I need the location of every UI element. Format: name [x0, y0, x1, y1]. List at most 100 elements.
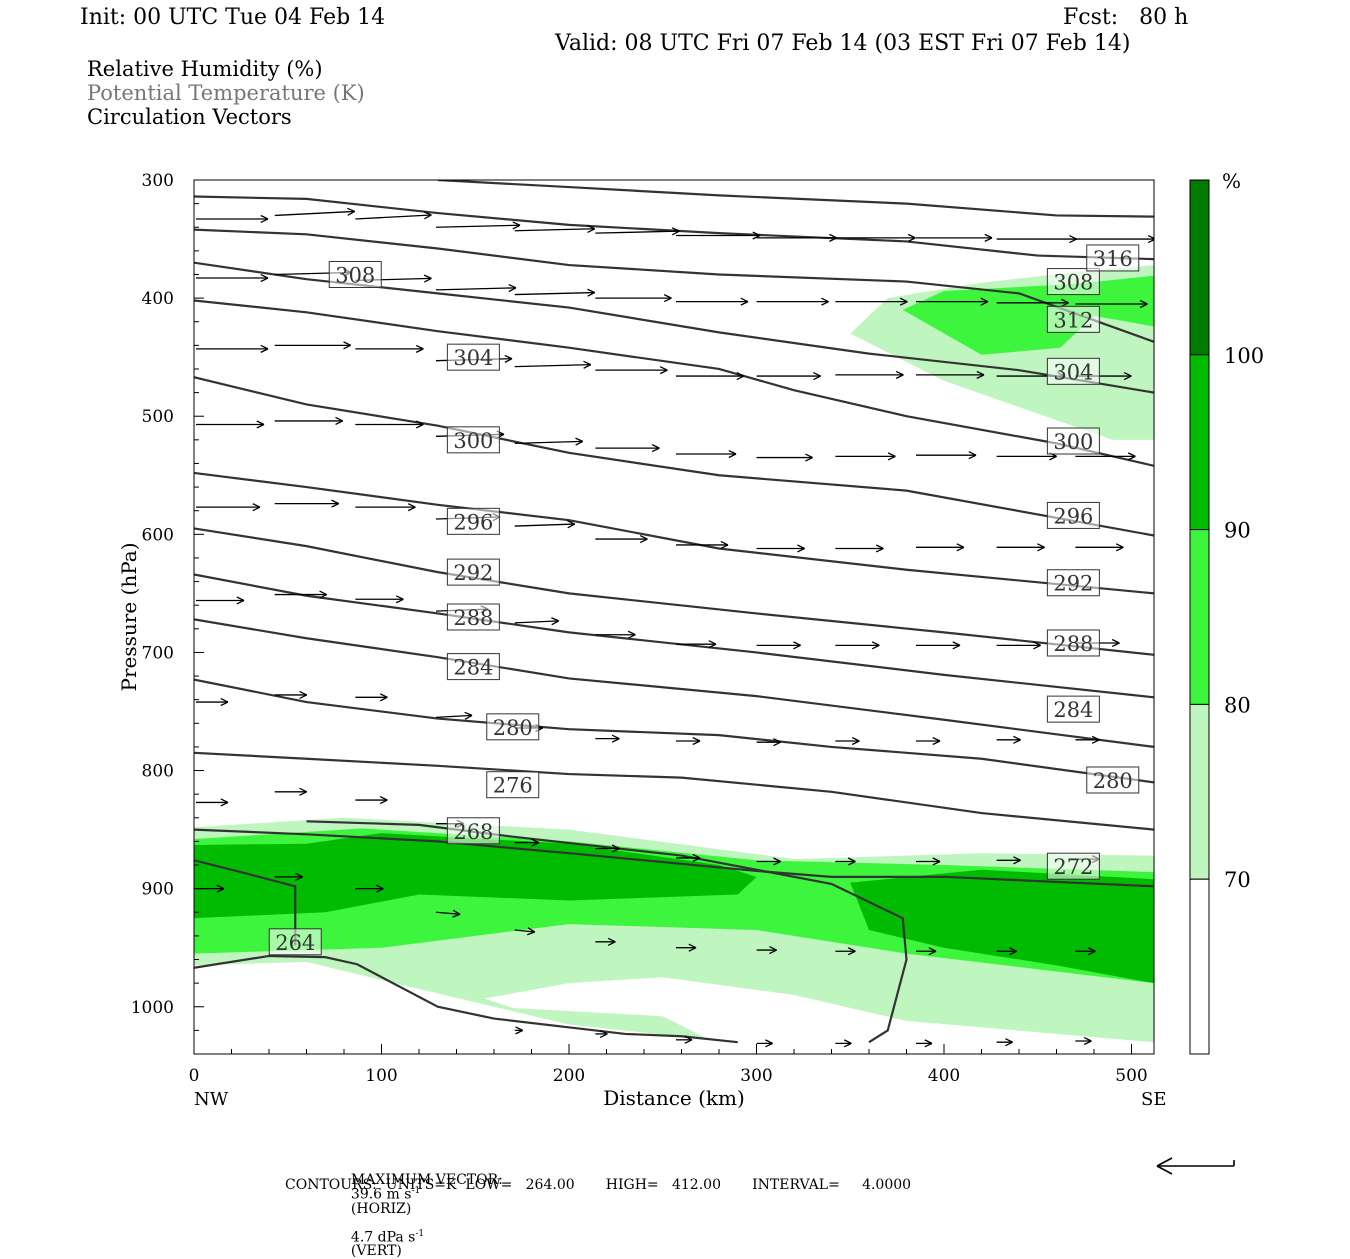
- colorbar-label-100: 100: [1224, 344, 1264, 368]
- circulation-vector-92: [835, 857, 856, 866]
- circulation-vector-82: [996, 735, 1021, 744]
- contour-label-300-0: 300: [453, 429, 493, 453]
- contour-label-276-0: 276: [493, 774, 533, 798]
- x-tick-label-0: 0: [189, 1066, 200, 1086]
- theta-contour-268b: [194, 828, 1154, 888]
- circulation-vector-37: [274, 416, 344, 426]
- circulation-vector-68: [835, 641, 880, 650]
- contour-label-box-304-0: [446, 343, 500, 371]
- colorbar-band-0: [1189, 179, 1210, 356]
- rh-fill-layer: [194, 265, 1154, 1043]
- circulation-vector-19: [756, 297, 829, 306]
- circulation-vector-77: [595, 734, 620, 743]
- vector-layer: [196, 207, 1154, 1048]
- circulation-vector-54: [676, 540, 729, 550]
- max-vector-line: MAXIMUM VECTOR: 39.6 m s-1 (HORIZ) 4.7 d…: [342, 1159, 503, 1258]
- y-tick-label-600: 600: [142, 525, 174, 545]
- circulation-vector-99: [435, 909, 461, 918]
- circulation-vector-33: [916, 370, 985, 379]
- circulation-vector-38: [355, 420, 424, 429]
- theta-contour-316: [194, 195, 1154, 261]
- circulation-vector-1: [274, 207, 356, 217]
- circulation-vector-44: [835, 452, 896, 461]
- circulation-vector-48: [196, 503, 261, 512]
- circulation-vector-0: [196, 214, 269, 224]
- y-tick-label-1000: 1000: [131, 998, 174, 1018]
- contour-label-312-0: 312: [1053, 308, 1093, 332]
- theta-contour-276: [194, 751, 1154, 831]
- rh-region-90-4: [194, 833, 757, 919]
- circulation-vector-103: [756, 945, 777, 955]
- legend-vectors: Circulation Vectors: [87, 105, 292, 129]
- y-axis-title: Pressure (hPa): [117, 543, 141, 692]
- init-time: Init: 00 UTC Tue 04 Feb 14: [80, 5, 386, 30]
- circulation-vector-24: [196, 344, 269, 353]
- circulation-vector-69: [916, 641, 961, 650]
- contour-label-308-1: 308: [1053, 271, 1093, 295]
- circulation-vector-74: [355, 693, 388, 702]
- circulation-vector-85: [274, 787, 308, 796]
- cross-section-chart: 264 268 272 276 280 280 284 284 288 288 292 292 296 2…: [117, 169, 1264, 1175]
- contour-label-300-1: 300: [1053, 430, 1093, 454]
- x-tick-label-500: 500: [1115, 1066, 1147, 1086]
- circulation-vector-3: [435, 221, 521, 230]
- circulation-vector-22: [996, 298, 1069, 307]
- contour-label-box-284-0: [446, 653, 500, 681]
- circulation-vector-12: [196, 273, 269, 283]
- circulation-vector-110: [676, 1035, 693, 1044]
- contour-label-box-304-1: [1046, 357, 1100, 385]
- contours-info: CONTOURS: UNITS=K LOW= 264.00 HIGH= 412.…: [285, 1177, 912, 1193]
- x-axis-title: Distance (km): [603, 1086, 745, 1110]
- theta-contour-300: [194, 376, 1154, 537]
- contour-label-288-1: 288: [1053, 632, 1093, 656]
- contour-label-292-0: 292: [453, 561, 493, 585]
- y-tick-label-500: 500: [142, 407, 174, 427]
- theta-contour-304: [194, 299, 1154, 467]
- contour-label-296-1: 296: [1053, 504, 1093, 528]
- contour-label-box-308-1: [1046, 268, 1100, 296]
- circulation-vector-15: [435, 283, 517, 293]
- circulation-vector-32: [835, 370, 904, 379]
- theta-contour-288: [194, 573, 1154, 699]
- contour-label-box-296-0: [446, 507, 500, 535]
- circulation-vector-61: [274, 590, 328, 599]
- circulation-vector-90: [676, 853, 701, 863]
- circulation-vector-21: [916, 297, 989, 306]
- circulation-vector-57: [916, 543, 965, 552]
- circulation-vector-30: [676, 371, 745, 381]
- circulation-vector-113: [916, 1039, 933, 1048]
- circulation-vector-36: [196, 420, 265, 429]
- circulation-vector-105: [916, 947, 937, 956]
- circulation-vector-93: [916, 857, 941, 866]
- axis-layer: 0 100 200 300 400 500 300 400 500 600 700 800 900 100…: [131, 171, 1148, 1086]
- circulation-vector-16: [514, 288, 596, 297]
- contour-label-layer: 264 268 272 276 280 280 284 284 288 288 292 292 296 2…: [268, 244, 1140, 956]
- circulation-vector-60: [196, 596, 245, 605]
- circulation-vector-98: [355, 884, 384, 893]
- horiz-exponent: -1: [411, 1186, 421, 1196]
- vert-tag: (VERT): [350, 1243, 402, 1259]
- circulation-vector-115: [1075, 1036, 1092, 1046]
- vert-exponent: -1: [415, 1228, 425, 1239]
- theta-contour-296: [194, 471, 1154, 595]
- max-vector-label: MAXIMUM VECTOR:: [350, 1172, 503, 1188]
- contour-label-296-0: 296: [453, 510, 493, 534]
- contour-label-308-0: 308: [335, 263, 375, 287]
- circulation-vector-65: [595, 630, 636, 639]
- circulation-vector-42: [676, 449, 737, 459]
- colorbar-label-70: 70: [1224, 868, 1251, 892]
- circulation-vector-89: [595, 844, 620, 853]
- circulation-vector-40: [514, 437, 584, 446]
- circulation-vector-9: [916, 233, 993, 242]
- circulation-vector-45: [916, 451, 977, 460]
- circulation-vector-59: [1075, 543, 1124, 552]
- contour-label-box-272-0: [1046, 852, 1100, 880]
- circulation-vector-84: [196, 798, 229, 807]
- circulation-vector-56: [835, 544, 884, 553]
- circulation-vector-73: [274, 690, 308, 700]
- contour-label-280-0: 280: [493, 716, 533, 740]
- y-tick-label-700: 700: [142, 643, 174, 663]
- contour-label-316-0: 316: [1093, 247, 1133, 271]
- forecast-hour: Fcst: 80 h: [1063, 5, 1189, 30]
- theta-contour-308: [194, 261, 1154, 394]
